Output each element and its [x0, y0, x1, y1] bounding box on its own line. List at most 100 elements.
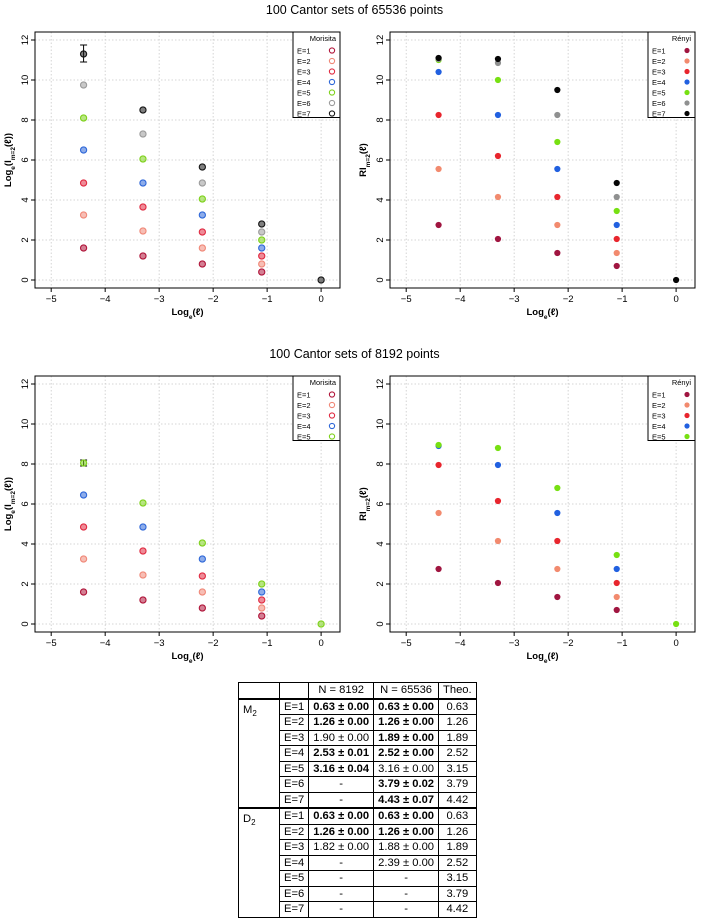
y-tick-label: 0: [375, 277, 386, 282]
y-tick-label: 4: [20, 197, 31, 202]
legend-label: E=5: [297, 88, 311, 97]
y-axis-label: RIm=2(ℓ): [358, 143, 372, 177]
data-point: [554, 565, 561, 573]
data-point: [258, 260, 266, 268]
data-point: [494, 55, 502, 63]
table-cell: 2.53 ± 0.01: [308, 745, 375, 762]
table-cell: 1.26 ± 0.00: [308, 823, 375, 840]
y-tick-label: 8: [20, 461, 31, 466]
series-e-3: [79, 179, 266, 260]
table-cell: 0.63: [438, 807, 477, 825]
legend-label: E=5: [652, 88, 666, 97]
table-cell: 3.15: [438, 760, 477, 777]
table-cell: 4.42: [438, 901, 477, 918]
data-point: [613, 565, 620, 573]
data-point: [79, 523, 88, 531]
series-e-2: [435, 509, 620, 601]
table-cell: 1.26: [438, 823, 477, 840]
legend-label: E=6: [297, 99, 311, 108]
table-cell: 1.88 ± 0.00: [373, 839, 440, 856]
table-header-cell: N = 65536: [373, 682, 440, 699]
x-tick-label: −2: [563, 638, 574, 649]
table-cell: 0.63 ± 0.00: [308, 697, 375, 715]
series-e-7: [435, 54, 680, 284]
table-group-label: M2: [238, 697, 280, 809]
legend-title: Rényi: [672, 378, 692, 387]
y-tick-label: 10: [375, 75, 386, 86]
results-table: N = 8192 N = 65536 Theo. M2 E=1 0.63 ± 0.0…: [238, 682, 477, 918]
data-point: [494, 76, 502, 84]
table-cell: 0.63: [438, 697, 477, 715]
data-point: [554, 249, 561, 257]
table-cell: -: [373, 885, 440, 902]
table-cell: E=3: [278, 839, 310, 856]
data-point: [554, 537, 561, 545]
x-tick-label: −2: [208, 638, 219, 649]
series-e-4: [79, 146, 266, 252]
x-tick-label: −5: [401, 294, 412, 305]
table-cell: 1.90 ± 0.00: [308, 729, 375, 746]
data-point: [79, 146, 88, 154]
data-point: [198, 539, 206, 547]
x-tick-label: −3: [509, 294, 520, 305]
legend: Morisita E=1 E=2E=3 E=4E=5 E=6E=7: [292, 31, 341, 118]
data-point: [198, 211, 206, 219]
table-cell: -: [308, 901, 375, 918]
series-e-2: [79, 211, 266, 268]
y-axis-label: Loge(Im=2(ℓ)): [3, 133, 17, 187]
legend-title: Morisita: [310, 34, 337, 43]
data-point: [79, 491, 88, 499]
table-cell: E=5: [278, 760, 310, 777]
data-point: [673, 276, 680, 284]
y-tick-label: 0: [375, 621, 386, 626]
table-cell: 3.16 ± 0.04: [308, 760, 375, 777]
legend-marker: [684, 423, 690, 429]
series-e-5: [79, 114, 266, 244]
table-row: M2 E=1 0.63 ± 0.00 0.63 ± 0.00 0.63: [238, 697, 477, 809]
table-header-cell: [278, 682, 310, 699]
data-point: [139, 252, 147, 260]
data-point: [435, 461, 442, 469]
y-tick-label: 2: [20, 581, 31, 586]
legend-marker: [328, 401, 336, 409]
data-point: [79, 114, 88, 122]
legend-label: E=1: [297, 46, 311, 55]
data-point: [435, 111, 442, 119]
data-point: [79, 459, 88, 467]
y-tick-label: 0: [20, 277, 31, 282]
table-cell: E=3: [278, 729, 310, 746]
table-row: E=7- -4.42: [239, 901, 477, 918]
series-e-1: [79, 244, 266, 276]
table-cell: -: [308, 776, 375, 793]
data-point: [198, 228, 206, 236]
table-cell: 4.43 ± 0.07: [373, 791, 440, 809]
series-e-3: [435, 461, 620, 587]
legend-label: E=1: [297, 390, 311, 399]
y-tick-label: 2: [20, 237, 31, 242]
results-table-wrapper: N = 8192 N = 65536 Theo. M2 E=1 0.63 ± 0.0…: [238, 682, 477, 918]
series-e-3: [79, 523, 266, 604]
table-cell: E=6: [278, 885, 310, 902]
table-row: E=6-3.79 ± 0.02 3.79: [239, 776, 477, 793]
chart-8192-renyi: −5 −4 −3 −2 −1 0 0 2 4 6 8 10 12 Loge(ℓ) RIm=2(ℓ) Rényi…: [358, 375, 696, 665]
data-point: [613, 606, 620, 614]
y-tick-label: 0: [20, 621, 31, 626]
data-point: [79, 81, 88, 89]
legend-marker: [684, 402, 690, 408]
data-point: [139, 203, 147, 211]
y-tick-label: 2: [375, 237, 386, 242]
legend-marker: [684, 47, 690, 54]
legend-label: E=4: [297, 78, 311, 87]
data-point: [613, 593, 620, 601]
x-axis-label: Loge(ℓ): [171, 651, 203, 665]
data-point: [554, 193, 561, 201]
legend-box: [292, 31, 341, 118]
data-point: [435, 54, 442, 62]
legend-marker: [328, 78, 336, 86]
data-point: [139, 523, 147, 531]
table-cell: 3.79: [438, 885, 477, 902]
data-point: [198, 604, 206, 612]
data-point: [139, 499, 147, 507]
series-e-7: [79, 50, 325, 284]
y-axis-label: RIm=2(ℓ): [358, 487, 372, 521]
